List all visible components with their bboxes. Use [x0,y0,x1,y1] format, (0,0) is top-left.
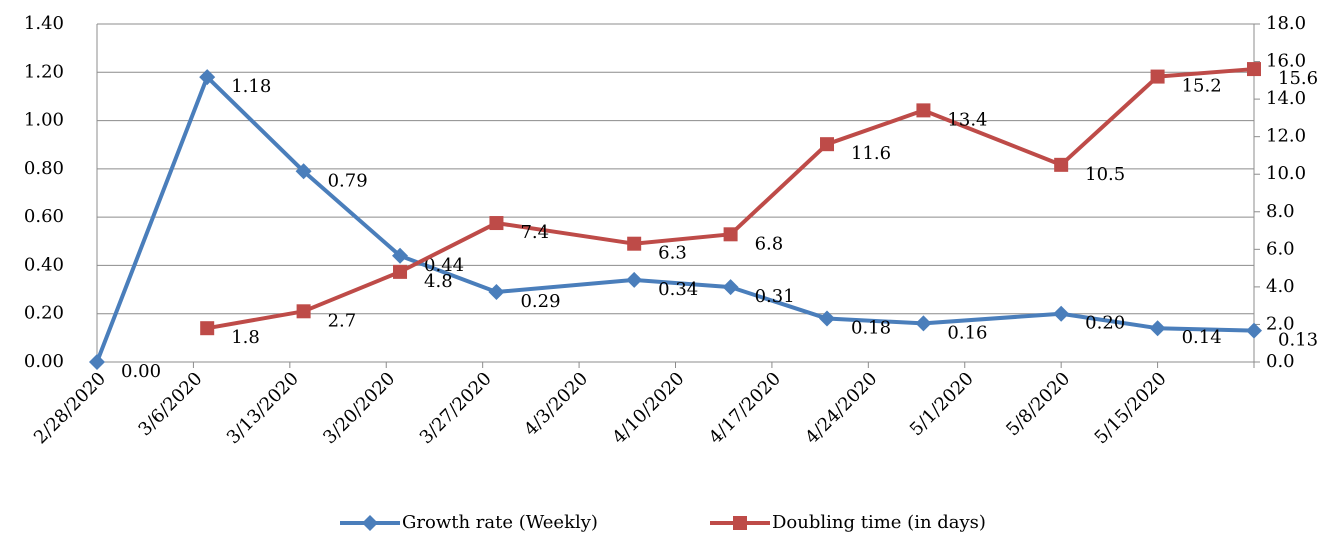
marker [295,163,312,180]
data-label: 1.8 [231,327,260,348]
x-tick-label: 2/28/2020 [30,368,110,448]
marker [489,216,504,231]
y-tick-label: 0.00 [24,351,64,372]
marker [1053,305,1070,322]
marker [916,103,931,118]
y-tick-label: 0.40 [24,254,64,275]
marker [627,236,642,251]
x-tick-label: 3/20/2020 [319,368,399,448]
y2-tick-label: 4.0 [1266,276,1295,297]
y2-tick-label: 0.0 [1266,351,1295,372]
data-label: 0.14 [1182,327,1222,348]
marker [488,283,505,300]
x-tick-label: 3/13/2020 [223,368,303,448]
marker [1247,62,1261,77]
x-tick-label: 4/3/2020 [520,368,592,440]
marker [199,69,216,86]
data-label: 7.4 [520,222,549,243]
marker [296,304,311,319]
data-label: 0.00 [121,361,161,382]
x-tick-label: 5/1/2020 [906,368,978,440]
marker [1054,157,1069,172]
series-line [95,75,1255,363]
data-label: 0.29 [520,291,560,312]
marker [722,279,739,296]
y-tick-label: 1.20 [24,61,64,82]
y2-tick-label: 2.0 [1266,313,1295,334]
x-tick-label: 5/8/2020 [1002,368,1074,440]
marker [1150,69,1165,84]
data-label: 4.8 [424,271,453,292]
x-tick-label: 3/27/2020 [416,368,496,448]
x-tick-label: 4/10/2020 [608,368,688,448]
y-tick-label: 1.00 [24,110,64,131]
data-label: 15.2 [1182,76,1222,97]
y-tick-label: 0.60 [24,206,64,227]
marker [1246,322,1262,339]
marker [733,516,747,530]
marker [626,271,643,288]
data-label: 6.8 [755,233,784,254]
marker [392,247,409,264]
data-label: 0.44 [424,255,464,276]
y2-tick-label: 6.0 [1266,238,1295,259]
x-tick-label: 5/15/2020 [1091,368,1171,448]
y-tick-label: 1.40 [24,13,64,34]
marker [1149,320,1166,337]
marker [819,310,836,327]
data-label: 2.7 [328,310,357,331]
y2-tick-label: 14.0 [1266,88,1306,109]
y-tick-label: 0.20 [24,303,64,324]
data-label: 0.16 [947,322,987,343]
y2-tick-label: 10.0 [1266,163,1306,184]
data-label: 0.31 [755,286,795,307]
legend-label: Growth rate (Weekly) [402,512,598,533]
marker [200,321,215,336]
marker [820,137,835,152]
marker [362,515,378,531]
y2-tick-label: 8.0 [1266,201,1295,222]
y2-tick-label: 18.0 [1266,13,1306,34]
data-label: 11.6 [851,143,891,164]
legend-label: Doubling time (in days) [772,512,986,533]
data-label: 0.34 [658,279,698,300]
marker [393,264,408,279]
data-label: 13.4 [947,109,987,130]
data-label: 15.6 [1278,68,1318,89]
data-label: 1.18 [231,76,271,97]
data-label: 0.20 [1085,313,1125,334]
marker [915,315,932,332]
y-tick-label: 0.80 [24,158,64,179]
x-tick-label: 4/17/2020 [705,368,785,448]
marker [89,354,105,370]
y2-tick-label: 12.0 [1266,126,1306,147]
data-label: 0.13 [1278,330,1318,351]
data-label: 0.18 [851,318,891,339]
y2-tick-label: 16.0 [1266,51,1306,72]
data-label: 10.5 [1085,164,1125,185]
x-tick-label: 4/24/2020 [801,368,881,448]
data-label: 0.79 [328,170,368,191]
marker [723,227,738,242]
data-label: 6.3 [658,243,687,264]
